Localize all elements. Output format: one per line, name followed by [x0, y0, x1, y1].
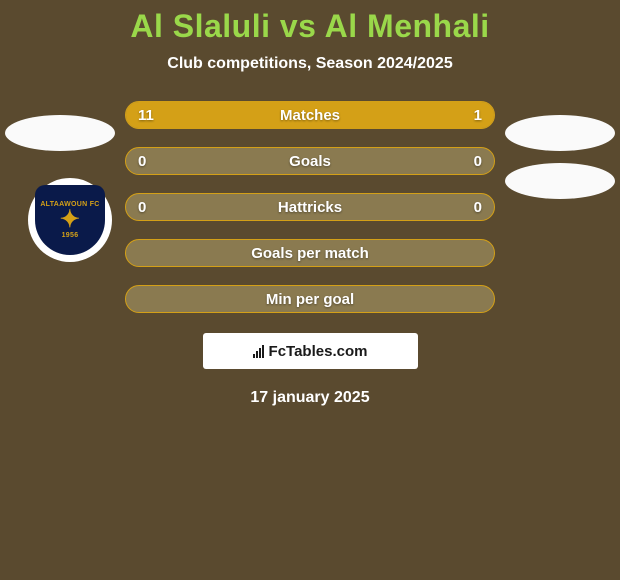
club-badge-inner: ALTAAWOUN FC ✦ 1956 — [35, 185, 105, 255]
player-right-name: Al Menhali — [325, 8, 490, 44]
snapshot-date: 17 january 2025 — [0, 389, 620, 407]
comparison-bars: 11 Matches 1 0 Goals 0 0 Hattricks 0 Goals per ma… — [125, 101, 495, 313]
bar-value-right: 1 — [474, 107, 482, 124]
right-avatar-zone — [500, 115, 620, 199]
player-left-name: Al Slaluli — [130, 8, 270, 44]
stat-bar: 11 Matches 1 — [125, 101, 495, 129]
bar-value-left: 0 — [138, 199, 146, 216]
widget-content: Al Slaluli vs Al Menhali Club competitio… — [0, 0, 620, 407]
player-right-avatar-placeholder-1 — [505, 115, 615, 151]
stat-bar: 0 Hattricks 0 — [125, 193, 495, 221]
bar-label: Hattricks — [278, 199, 342, 216]
title-vs: vs — [280, 8, 317, 44]
bar-fill-left — [126, 102, 413, 128]
club-badge-year: 1956 — [62, 232, 79, 239]
branding-badge[interactable]: FcTables.com — [203, 333, 418, 369]
bar-value-left: 11 — [138, 107, 154, 124]
bar-label: Goals per match — [251, 245, 369, 262]
bar-value-right: 0 — [474, 153, 482, 170]
bar-label: Matches — [280, 107, 340, 124]
stat-bar: Goals per match — [125, 239, 495, 267]
stat-bar: Min per goal — [125, 285, 495, 313]
player-left-avatar-placeholder — [5, 115, 115, 151]
bar-label: Min per goal — [266, 291, 354, 308]
bar-value-right: 0 — [474, 199, 482, 216]
bar-value-left: 0 — [138, 153, 146, 170]
player-right-avatar-placeholder-2 — [505, 163, 615, 199]
comparison-title: Al Slaluli vs Al Menhali — [0, 8, 620, 45]
subtitle: Club competitions, Season 2024/2025 — [0, 55, 620, 73]
stat-bar: 0 Goals 0 — [125, 147, 495, 175]
star-icon: ✦ — [60, 208, 80, 232]
club-badge: ALTAAWOUN FC ✦ 1956 — [28, 178, 112, 262]
left-avatar-zone — [0, 115, 120, 151]
bar-label: Goals — [289, 153, 331, 170]
branding-text: FcTables.com — [269, 343, 368, 360]
chart-icon — [253, 344, 264, 358]
